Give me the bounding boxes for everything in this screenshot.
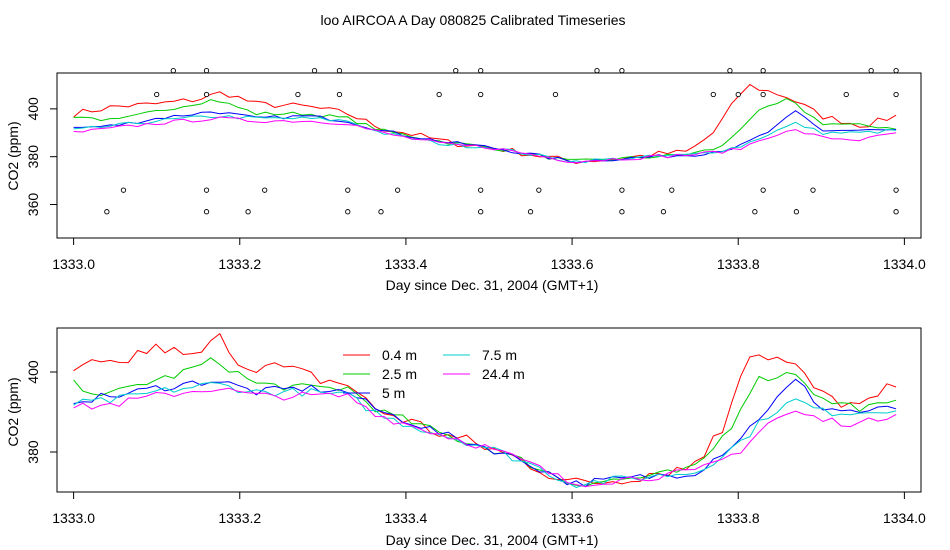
calibration-marker	[203, 91, 210, 98]
top-x-axis-label: Day since Dec. 31, 2004 (GMT+1)	[386, 277, 599, 293]
legend-label: 7.5 m	[482, 347, 517, 363]
bottom-y-tick-label: 400	[25, 360, 41, 384]
calibration-marker	[478, 91, 484, 98]
calibration-marker	[154, 91, 160, 98]
top-y-tick-label: 360	[25, 193, 41, 217]
calibration-marker	[893, 91, 899, 98]
calibration-marker	[760, 91, 766, 98]
calibration-marker	[336, 67, 343, 74]
calibration-marker	[378, 209, 384, 215]
calibration-marker	[619, 67, 625, 74]
bottom-x-tick-label: 1333.0	[52, 510, 95, 526]
bottom-y-tick-label: 380	[25, 440, 41, 464]
calibration-marker	[527, 209, 534, 215]
bottom-axes: 1333.0 1333.2 1333.4 1333.6 1333.8 1334.0 380 4…	[25, 360, 926, 526]
calibration-marker	[868, 67, 874, 74]
top-axes: 1333.0 1333.2 1333.4 1333.6 1333.8 1334.0 360 3…	[25, 97, 926, 272]
top-x-tick-label: 1333.6	[551, 256, 594, 272]
top-x-tick-label: 1333.2	[218, 256, 261, 272]
calibration-marker	[336, 91, 343, 98]
calibration-marker	[478, 67, 484, 74]
bottom-x-tick-label: 1333.6	[551, 510, 594, 526]
top-y-axis-label: CO2 (ppm)	[5, 121, 21, 190]
calibration-marker	[594, 67, 600, 74]
calibration-marker	[843, 91, 849, 98]
calibration-marker	[203, 209, 210, 215]
calibration-marker	[478, 209, 484, 215]
top-series-line-4	[73, 116, 897, 164]
top-series-line-0	[73, 83, 897, 165]
calibration-marker	[120, 187, 127, 193]
bottom-series-line-7-5-m	[73, 381, 897, 488]
top-series-line-2	[73, 110, 897, 164]
legend-label: 5 m	[382, 385, 405, 401]
bottom-plot-frame	[56, 327, 922, 493]
calibration-marker	[478, 187, 484, 193]
top-x-tick-label: 1333.8	[717, 256, 760, 272]
bottom-legend: 0.4 m 2.5 m 5 m 7.5 m 24.4 m	[343, 347, 525, 401]
calibration-marker	[536, 187, 542, 193]
bottom-plot-area	[73, 332, 897, 488]
calibration-marker	[203, 187, 210, 193]
bottom-series-line-24-4-m	[73, 387, 897, 488]
calibration-marker	[619, 209, 625, 215]
legend-label: 24.4 m	[482, 366, 525, 382]
top-plot-area	[73, 67, 899, 215]
calibration-marker	[345, 187, 351, 193]
top-y-tick-label: 380	[25, 145, 41, 169]
calibration-marker	[453, 67, 459, 74]
top-plot-frame	[56, 72, 922, 239]
top-series-line-1	[73, 98, 897, 161]
calibration-marker	[893, 67, 899, 74]
calibration-marker	[727, 67, 733, 74]
calibration-marker	[245, 209, 251, 215]
calibration-marker	[735, 91, 741, 98]
calibration-marker	[760, 187, 766, 193]
figure-title: loo AIRCOA A Day 080825 Calibrated Times…	[320, 12, 625, 28]
top-x-tick-label: 1333.4	[385, 256, 428, 272]
calibration-marker	[760, 67, 766, 74]
bottom-x-tick-label: 1333.2	[218, 510, 261, 526]
calibration-marker	[793, 209, 800, 215]
calibration-marker	[262, 187, 268, 193]
calibration-marker	[311, 67, 318, 74]
calibration-marker	[752, 209, 758, 215]
bottom-y-axis-label: CO2 (ppm)	[5, 377, 21, 446]
calibration-marker	[203, 67, 210, 74]
top-x-tick-label: 1334.0	[883, 256, 926, 272]
bottom-x-tick-label: 1333.4	[385, 510, 428, 526]
calibration-marker	[893, 187, 899, 193]
calibration-marker	[893, 209, 899, 215]
bottom-x-tick-label: 1334.0	[883, 510, 926, 526]
bottom-series-line-5-m	[73, 378, 897, 488]
legend-label: 0.4 m	[382, 347, 417, 363]
calibration-marker	[810, 187, 816, 193]
calibration-marker	[660, 209, 667, 215]
calibration-marker	[619, 187, 625, 193]
bottom-panel: 1333.0 1333.2 1333.4 1333.6 1333.8 1334.0 380 4…	[5, 327, 926, 548]
calibration-marker	[345, 209, 351, 215]
bottom-series-line-0-4-m	[73, 332, 897, 485]
top-panel: 1333.0 1333.2 1333.4 1333.6 1333.8 1334.0 360 3…	[5, 67, 926, 293]
bottom-x-tick-label: 1333.8	[717, 510, 760, 526]
calibration-marker	[394, 187, 401, 193]
calibration-marker	[295, 91, 301, 98]
legend-label: 2.5 m	[382, 366, 417, 382]
calibration-marker	[710, 91, 716, 98]
bottom-x-axis-label: Day since Dec. 31, 2004 (GMT+1)	[386, 532, 599, 548]
calibration-marker	[669, 187, 675, 193]
top-y-tick-label: 400	[25, 97, 41, 121]
top-series-line-3	[73, 115, 897, 164]
calibration-marker	[104, 209, 110, 215]
calibration-marker	[552, 91, 559, 98]
calibration-marker	[436, 91, 442, 98]
top-x-tick-label: 1333.0	[52, 256, 95, 272]
calibration-marker	[170, 67, 176, 74]
